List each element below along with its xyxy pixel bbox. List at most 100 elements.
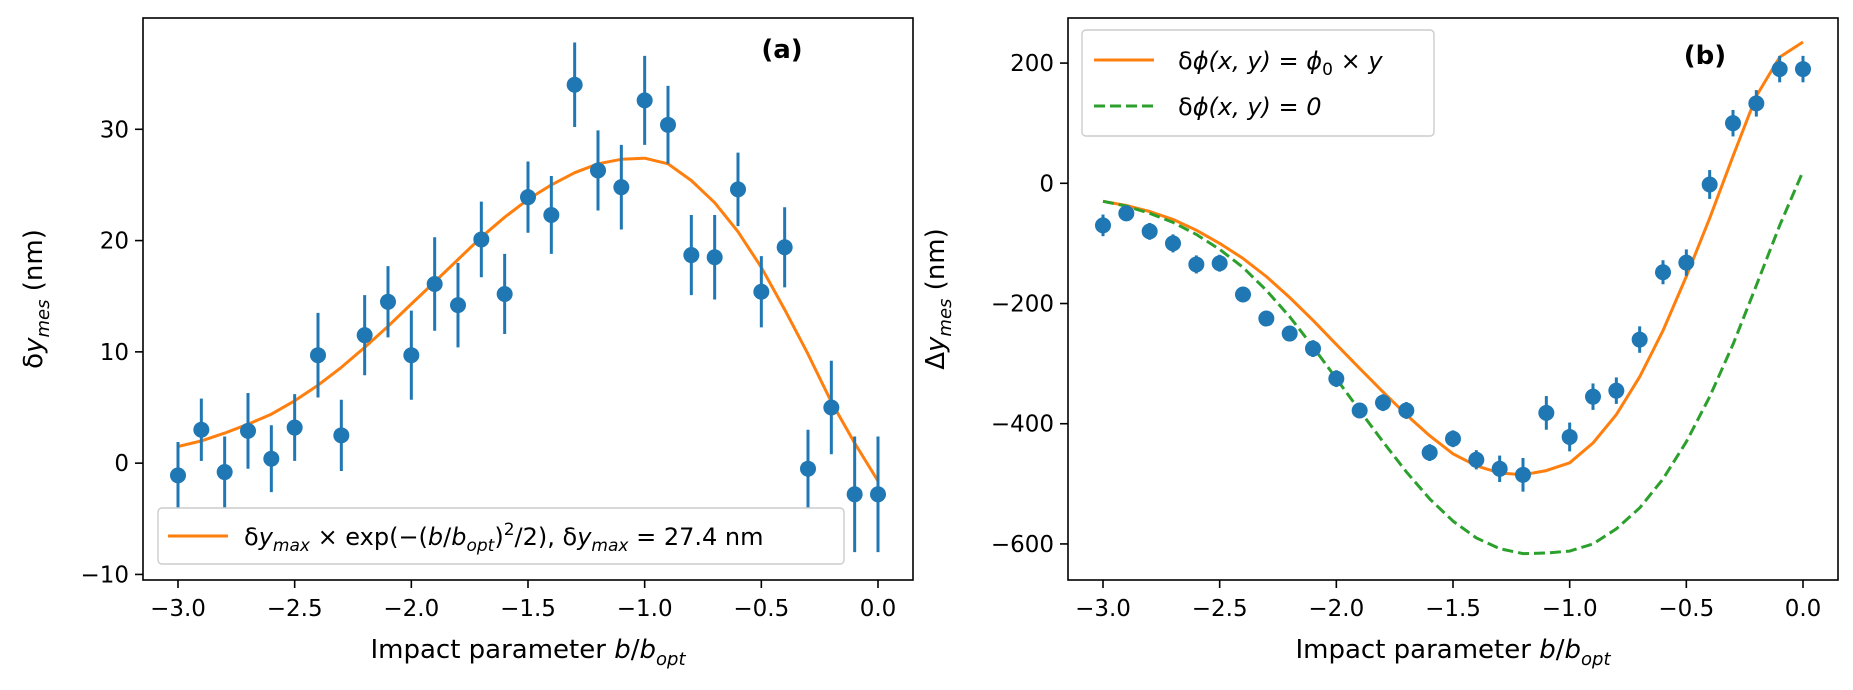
panel-a-data-point-4 bbox=[263, 450, 280, 467]
panel-a-label: (a) bbox=[761, 35, 802, 65]
panel-a-ticks: −3.0 −2.5 −2.0 −1.5 −1.0 −0.5 0.0 −10 0 10 20 30 bbox=[80, 117, 896, 622]
panel-b-frame bbox=[1067, 17, 1839, 581]
panel-b-data-point-26 bbox=[1701, 176, 1718, 193]
panel-b-data-point-28 bbox=[1748, 95, 1765, 112]
panel-a-data-point-9 bbox=[380, 293, 396, 310]
panel-b-data-point-27 bbox=[1725, 115, 1741, 132]
panel-b-data-point-2 bbox=[1141, 223, 1158, 240]
panel-b-data-point-22 bbox=[1608, 382, 1625, 399]
panel-b-series-line-1 bbox=[1102, 40, 1804, 477]
panel-a-data-point-5 bbox=[286, 419, 303, 436]
panel-b-legend: δϕ(x, y) = ϕ0 × y δϕ(x, y) = 0 bbox=[1081, 29, 1435, 137]
panel-a-xtick-label-2: −2.0 bbox=[383, 596, 439, 622]
panel-a-data-point-11 bbox=[426, 275, 443, 292]
panel-a-ytick-label-2: 10 bbox=[100, 340, 129, 366]
panel-a-data-point-0 bbox=[170, 467, 186, 484]
panel-b-data-point-13 bbox=[1398, 402, 1415, 419]
panel-b-legend-label-1: δϕ(x, y) = ϕ0 × y bbox=[1178, 47, 1383, 80]
panel-b-ytick-label-3: 0 bbox=[1039, 171, 1054, 197]
panel-b-data-point-21 bbox=[1585, 388, 1601, 405]
panel-b-data-point-4 bbox=[1188, 256, 1205, 273]
panel-b-ylabel: Δymes (nm) bbox=[921, 228, 956, 370]
panel-b-data-point-16 bbox=[1468, 451, 1485, 468]
panel-a-xtick-label-0: −3.0 bbox=[150, 596, 206, 622]
panel-b-data-point-0 bbox=[1095, 217, 1111, 234]
panel-a-data-point-19 bbox=[613, 179, 630, 196]
panel-b-xtick-label-4: −1.0 bbox=[1542, 596, 1598, 622]
panel-b-data-point-20 bbox=[1561, 428, 1578, 445]
panel-b-xtick-label-5: −0.5 bbox=[1658, 596, 1714, 622]
panel-a-data-point-22 bbox=[683, 247, 700, 264]
panel-b-series-line-2 bbox=[1102, 170, 1805, 556]
panel-a-data-point-21 bbox=[660, 116, 676, 133]
panel-a-data-point-1 bbox=[193, 421, 210, 438]
panel-a-xtick-label-3: −1.5 bbox=[500, 596, 556, 622]
panel-a-data-point-25 bbox=[753, 283, 770, 300]
panel-a-frame bbox=[142, 17, 914, 581]
panel-b-data-point-11 bbox=[1351, 402, 1368, 419]
panel-b-data-point-29 bbox=[1771, 61, 1788, 78]
panel-a-data-point-13 bbox=[473, 231, 490, 248]
panel-b-ytick-label-2: −200 bbox=[991, 292, 1054, 318]
panel-b-label: (b) bbox=[1684, 41, 1726, 71]
panel-a-legend-label: δymax × exp(−(b/bopt)2/2), δymax = 27.4 … bbox=[244, 520, 764, 556]
panel-a-xtick-label-5: −0.5 bbox=[733, 596, 789, 622]
panel-a-data-point-20 bbox=[636, 92, 653, 109]
panel-b-data-point-3 bbox=[1165, 235, 1181, 252]
panel-b-marks bbox=[1095, 40, 1811, 556]
panel-b-data-point-17 bbox=[1491, 460, 1508, 477]
panel-b-data-point-1 bbox=[1118, 205, 1135, 222]
panel-a: −3.0 −2.5 −2.0 −1.5 −1.0 −0.5 0.0 −10 0 10 20 30 (a… bbox=[19, 17, 914, 670]
panel-b-data-point-5 bbox=[1211, 255, 1228, 272]
panel-b-xtick-label-1: −2.5 bbox=[1192, 596, 1248, 622]
panel-a-xtick-label-6: 0.0 bbox=[860, 596, 897, 622]
panel-a-ytick-label-4: 30 bbox=[100, 117, 129, 143]
panel-b-data-point-18 bbox=[1515, 466, 1531, 483]
panel-a-data-point-3 bbox=[240, 422, 256, 439]
panel-a-legend: δymax × exp(−(b/bopt)2/2), δymax = 27.4 … bbox=[157, 507, 845, 565]
panel-a-ytick-label-1: 0 bbox=[114, 451, 129, 477]
panel-b-ytick-label-0: −600 bbox=[991, 532, 1054, 558]
panel-b-xtick-label-6: 0.0 bbox=[1785, 596, 1822, 622]
panel-b-ticks: −3.0 −2.5 −2.0 −1.5 −1.0 −0.5 0.0 −600 −400 −200 0… bbox=[991, 51, 1821, 622]
panel-b-xlabel: Impact parameter b/bopt bbox=[1295, 635, 1611, 670]
panel-b-data-point-24 bbox=[1655, 264, 1671, 281]
panel-a-data-point-15 bbox=[520, 189, 536, 206]
panel-a-marks bbox=[170, 42, 886, 553]
panel-b-data-point-25 bbox=[1678, 254, 1695, 271]
panel-b-data-point-14 bbox=[1421, 444, 1438, 461]
panel-a-data-point-16 bbox=[543, 206, 560, 223]
panel-a-xlabel: Impact parameter b/bopt bbox=[370, 635, 686, 670]
panel-a-legend-box bbox=[157, 507, 845, 565]
panel-b-data-point-30 bbox=[1795, 61, 1811, 78]
panel-a-data-point-7 bbox=[333, 427, 350, 444]
panel-b: −3.0 −2.5 −2.0 −1.5 −1.0 −0.5 0.0 −600 −400 −200 0… bbox=[921, 17, 1839, 670]
panel-b-ytick-label-1: −400 bbox=[991, 412, 1054, 438]
panel-b-xtick-label-2: −2.0 bbox=[1308, 596, 1364, 622]
panel-a-data-point-28 bbox=[823, 399, 840, 416]
panel-a-xtick-label-1: −2.5 bbox=[267, 596, 323, 622]
panel-a-data-point-27 bbox=[800, 460, 816, 477]
panel-a-data-point-2 bbox=[216, 464, 233, 481]
panel-a-ytick-label-0: −10 bbox=[80, 562, 129, 588]
panel-b-data-point-9 bbox=[1305, 340, 1321, 357]
panel-b-xtick-label-3: −1.5 bbox=[1425, 596, 1481, 622]
panel-a-ytick-label-3: 20 bbox=[100, 229, 129, 255]
panel-a-data-point-14 bbox=[496, 285, 513, 302]
panel-b-data-point-8 bbox=[1281, 325, 1298, 342]
panel-b-data-point-12 bbox=[1375, 394, 1391, 411]
panel-b-xtick-label-0: −3.0 bbox=[1075, 596, 1131, 622]
panel-a-data-point-30 bbox=[870, 486, 886, 503]
panel-a-data-point-12 bbox=[450, 297, 466, 314]
panel-a-data-point-17 bbox=[566, 76, 583, 93]
panel-b-data-point-23 bbox=[1631, 331, 1648, 348]
panel-b-data-point-6 bbox=[1235, 286, 1251, 303]
panel-b-legend-box bbox=[1081, 29, 1435, 137]
panel-b-data-point-7 bbox=[1258, 310, 1275, 327]
panel-a-data-point-24 bbox=[730, 181, 746, 198]
panel-a-data-point-23 bbox=[706, 249, 723, 266]
panel-a-data-point-10 bbox=[403, 347, 420, 364]
panel-b-data-point-10 bbox=[1328, 370, 1345, 387]
panel-a-data-point-26 bbox=[776, 239, 793, 256]
